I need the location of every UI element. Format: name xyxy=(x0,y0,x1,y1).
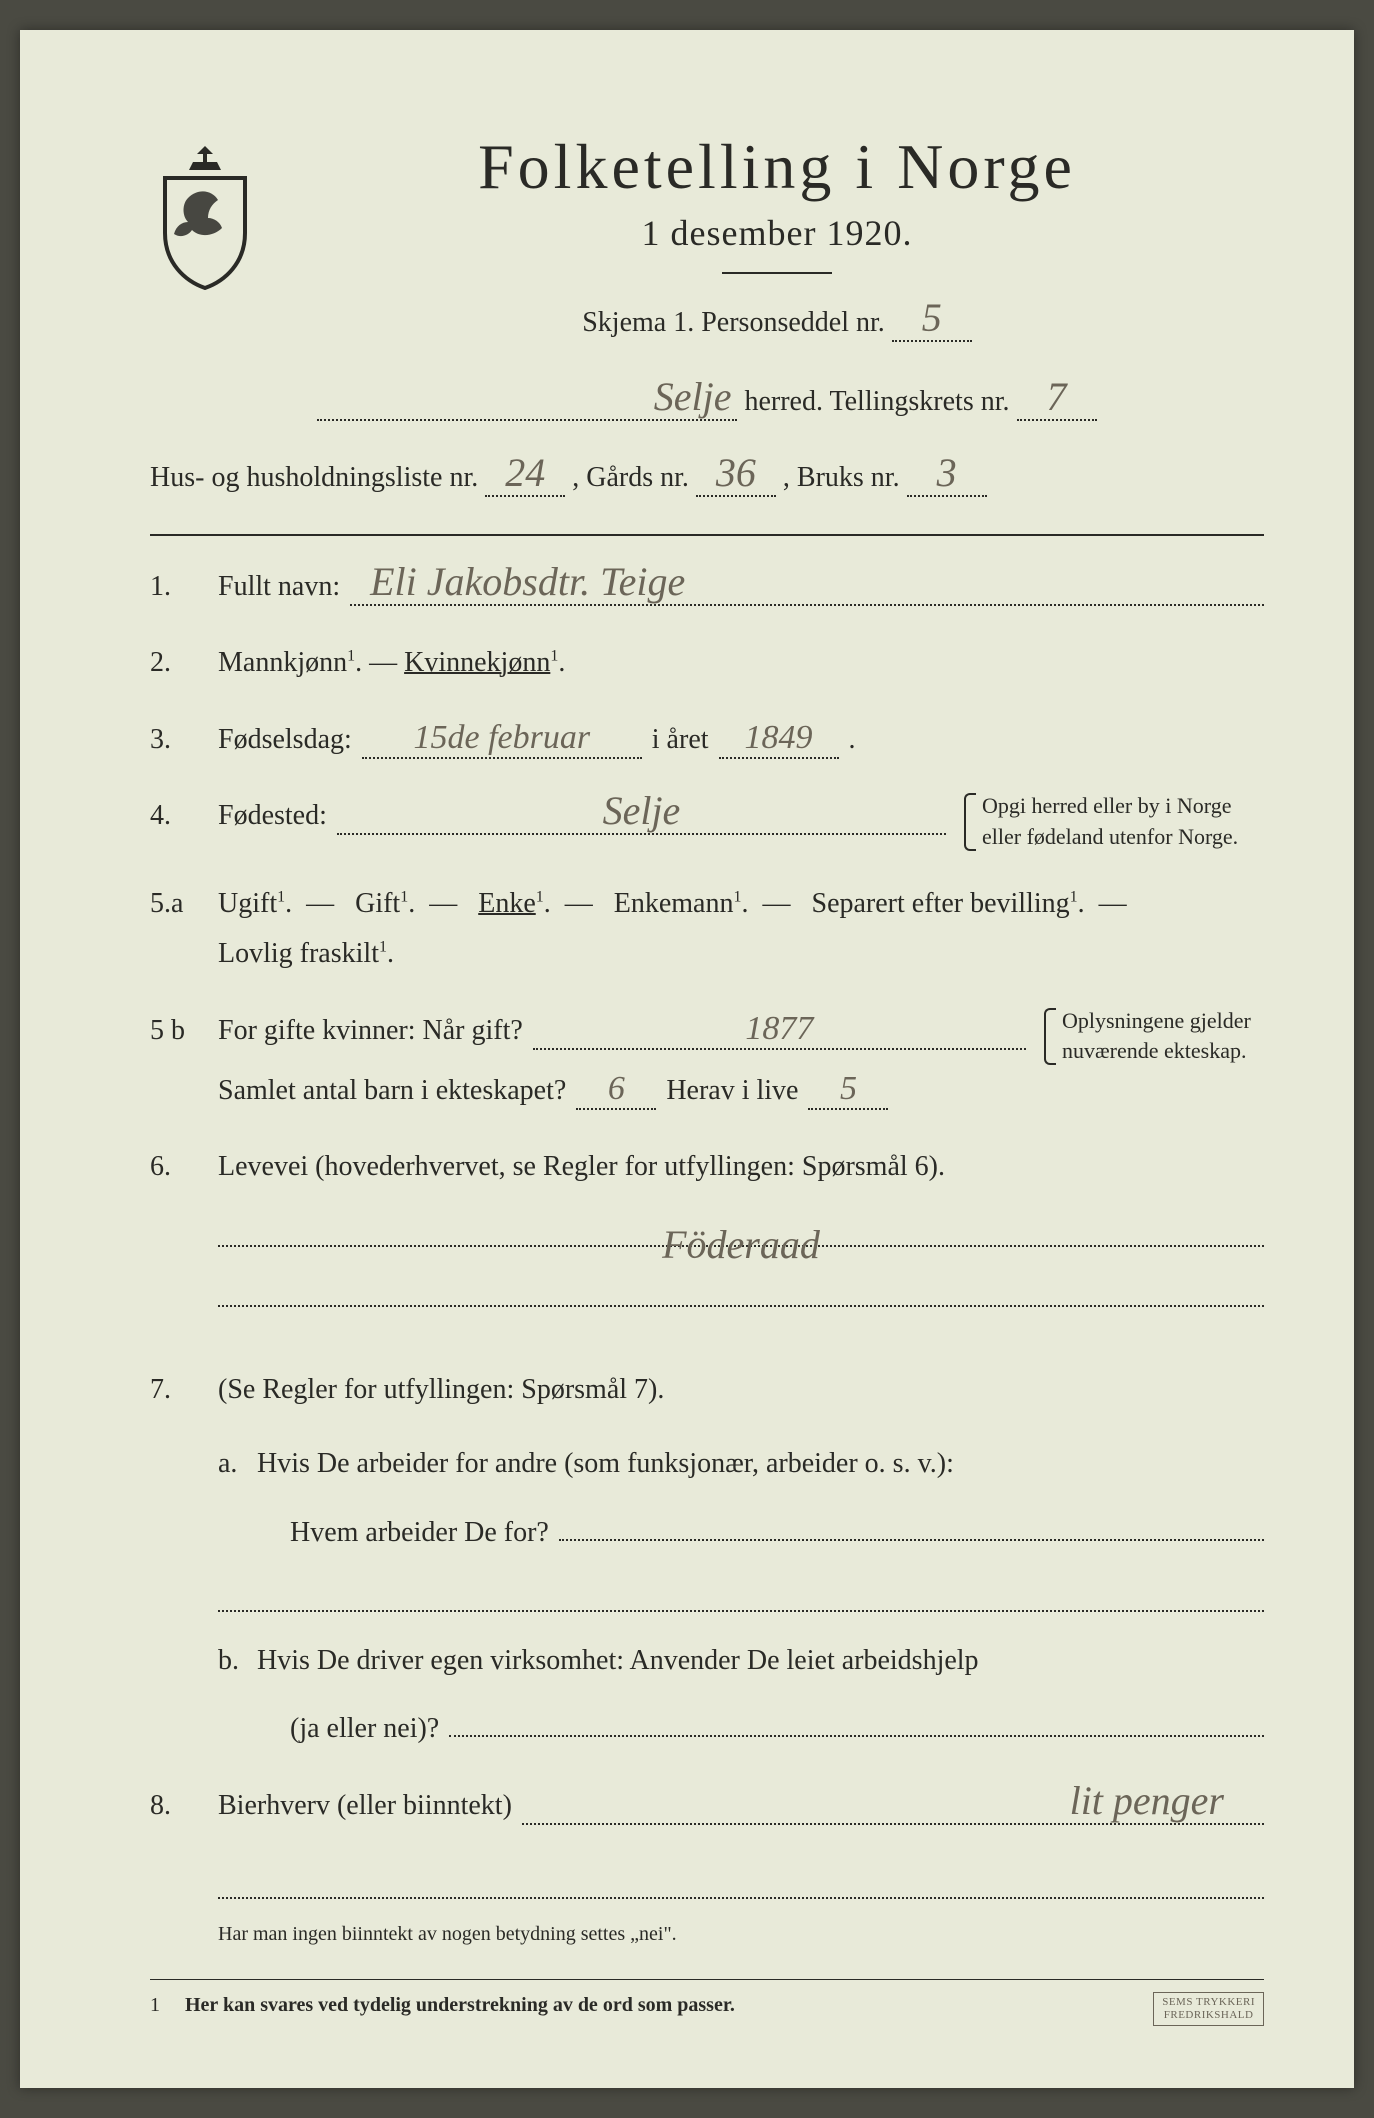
q6-value: Föderaad xyxy=(662,1222,820,1267)
q2-sep: — xyxy=(369,647,404,678)
herred-label: herred. Tellingskrets nr. xyxy=(744,386,1009,417)
bruks-nr: 3 xyxy=(937,450,957,495)
footnote-2-text: Her kan svares ved tydelig understreknin… xyxy=(185,1994,735,2016)
herred-line: Selje herred. Tellingskrets nr. 7 xyxy=(150,374,1264,430)
q7b-text2: (ja eller nei)? xyxy=(290,1704,439,1754)
footnote-2: 1 Her kan svares ved tydelig understrekn… xyxy=(150,1990,1264,2020)
q4-aside-l2: eller fødeland utenfor Norge. xyxy=(982,824,1238,849)
q3-mid: i året xyxy=(652,715,709,765)
q5b-label1: For gifte kvinner: Når gift? xyxy=(218,1006,523,1056)
q8: 8. Bierhverv (eller biinntekt) lit penge… xyxy=(150,1781,1264,1831)
skjema-label: Skjema 1. Personseddel nr. xyxy=(582,307,885,338)
q5a-opt2: Enke xyxy=(478,888,536,919)
q5a-opt4: Separert efter bevilling xyxy=(812,888,1070,919)
q5a-opt0: Ugift xyxy=(218,888,277,919)
q7-num: 7. xyxy=(150,1365,198,1415)
q5b-year: 1877 xyxy=(745,1010,813,1047)
q5b-label3: Herav i live xyxy=(666,1066,798,1116)
title-block: Folketelling i Norge 1 desember 1920. Sk… xyxy=(290,130,1264,354)
q7a-text1: Hvis De arbeider for andre (som funksjon… xyxy=(257,1448,954,1479)
q7b-label: b. xyxy=(218,1636,250,1686)
q1: 1. Fullt navn: Eli Jakobsdtr. Teige xyxy=(150,562,1264,612)
q6: 6. Levevei (hovederhvervet, se Regler fo… xyxy=(150,1142,1264,1324)
q4-label: Fødested: xyxy=(218,791,327,841)
q7: 7. (Se Regler for utfyllingen: Spørsmål … xyxy=(150,1365,1264,1755)
census-form-page: Folketelling i Norge 1 desember 1920. Sk… xyxy=(20,30,1354,2088)
q1-num: 1. xyxy=(150,562,198,612)
section-rule xyxy=(150,534,1264,536)
gards-label: , Gårds nr. xyxy=(572,462,689,493)
skjema-line: Skjema 1. Personseddel nr. 5 xyxy=(290,298,1264,342)
q5a-num: 5.a xyxy=(150,879,198,929)
q1-value: Eli Jakobsdtr. Teige xyxy=(370,559,685,604)
q5b-num: 5 b xyxy=(150,1006,198,1056)
q4-aside: Opgi herred eller by i Norge eller fødel… xyxy=(964,791,1264,853)
q5a-opt1: Gift xyxy=(355,888,400,919)
q7a-text2: Hvem arbeider De for? xyxy=(290,1508,549,1558)
date-line: 1 desember 1920. xyxy=(290,212,1264,254)
q5b: 5 b For gifte kvinner: Når gift? 1877 Sa… xyxy=(150,1006,1264,1117)
q3-num: 3. xyxy=(150,715,198,765)
footnote-2-lead: 1 xyxy=(150,1990,180,2020)
q5b-label2: Samlet antal barn i ekteskapet? xyxy=(218,1066,566,1116)
q2-k: Kvinnekjønn xyxy=(404,647,550,678)
printer-stamp: SEMS TRYKKERI FREDRIKSHALD xyxy=(1153,1992,1264,2026)
q4: 4. Fødested: Selje Opgi herred eller by … xyxy=(150,791,1264,853)
q3-label: Fødselsdag: xyxy=(218,715,352,765)
q3: 3. Fødselsdag: 15de februar i året 1849. xyxy=(150,715,1264,765)
q4-value: Selje xyxy=(603,788,681,833)
q2: 2. Mannkjønn1. — Kvinnekjønn1. xyxy=(150,638,1264,688)
q3-day: 15de februar xyxy=(413,719,590,756)
q7a-label: a. xyxy=(218,1439,250,1489)
q2-num: 2. xyxy=(150,638,198,688)
q8-value: lit penger xyxy=(1070,1778,1224,1823)
q6-num: 6. xyxy=(150,1142,198,1192)
q8-label: Bierhverv (eller biinntekt) xyxy=(218,1781,512,1831)
hus-label: Hus- og husholdningsliste nr. xyxy=(150,462,478,493)
coat-of-arms-icon xyxy=(150,140,260,290)
q3-year: 1849 xyxy=(745,719,813,756)
q2-m: Mannkjønn xyxy=(218,647,347,678)
q5a-opt3: Enkemann xyxy=(614,888,734,919)
footnote-1: Har man ingen biinntekt av nogen betydni… xyxy=(218,1919,1264,1949)
q7-label: (Se Regler for utfyllingen: Spørsmål 7). xyxy=(218,1374,664,1405)
herred-value: Selje xyxy=(654,374,732,419)
tellingskrets-nr: 7 xyxy=(1047,374,1067,419)
gards-nr: 36 xyxy=(716,450,756,495)
header: Folketelling i Norge 1 desember 1920. Sk… xyxy=(150,130,1264,354)
q6-label: Levevei (hovederhvervet, se Regler for u… xyxy=(218,1151,945,1182)
hus-line: Hus- og husholdningsliste nr. 24 , Gårds… xyxy=(150,450,1264,506)
q5a-line2: Lovlig fraskilt xyxy=(218,938,379,969)
q8-num: 8. xyxy=(150,1781,198,1831)
q7b-text1: Hvis De driver egen virksomhet: Anvender… xyxy=(257,1645,979,1676)
q5b-alive: 5 xyxy=(840,1070,857,1107)
q4-aside-l1: Opgi herred eller by i Norge xyxy=(982,793,1231,818)
q4-num: 4. xyxy=(150,791,198,841)
q5a: 5.a Ugift1. — Gift1. — Enke1. — Enkemann… xyxy=(150,879,1264,980)
q1-label: Fullt navn: xyxy=(218,562,340,612)
footnote-rule xyxy=(150,1979,1264,1980)
main-title: Folketelling i Norge xyxy=(290,130,1264,204)
divider xyxy=(722,272,832,274)
bruks-label: , Bruks nr. xyxy=(783,462,900,493)
hus-nr: 24 xyxy=(505,450,545,495)
q5b-aside: Oplysningene gjelder nuværende ekteskap. xyxy=(1044,1006,1264,1068)
personseddel-nr: 5 xyxy=(922,295,942,340)
q5b-children: 6 xyxy=(608,1070,625,1107)
